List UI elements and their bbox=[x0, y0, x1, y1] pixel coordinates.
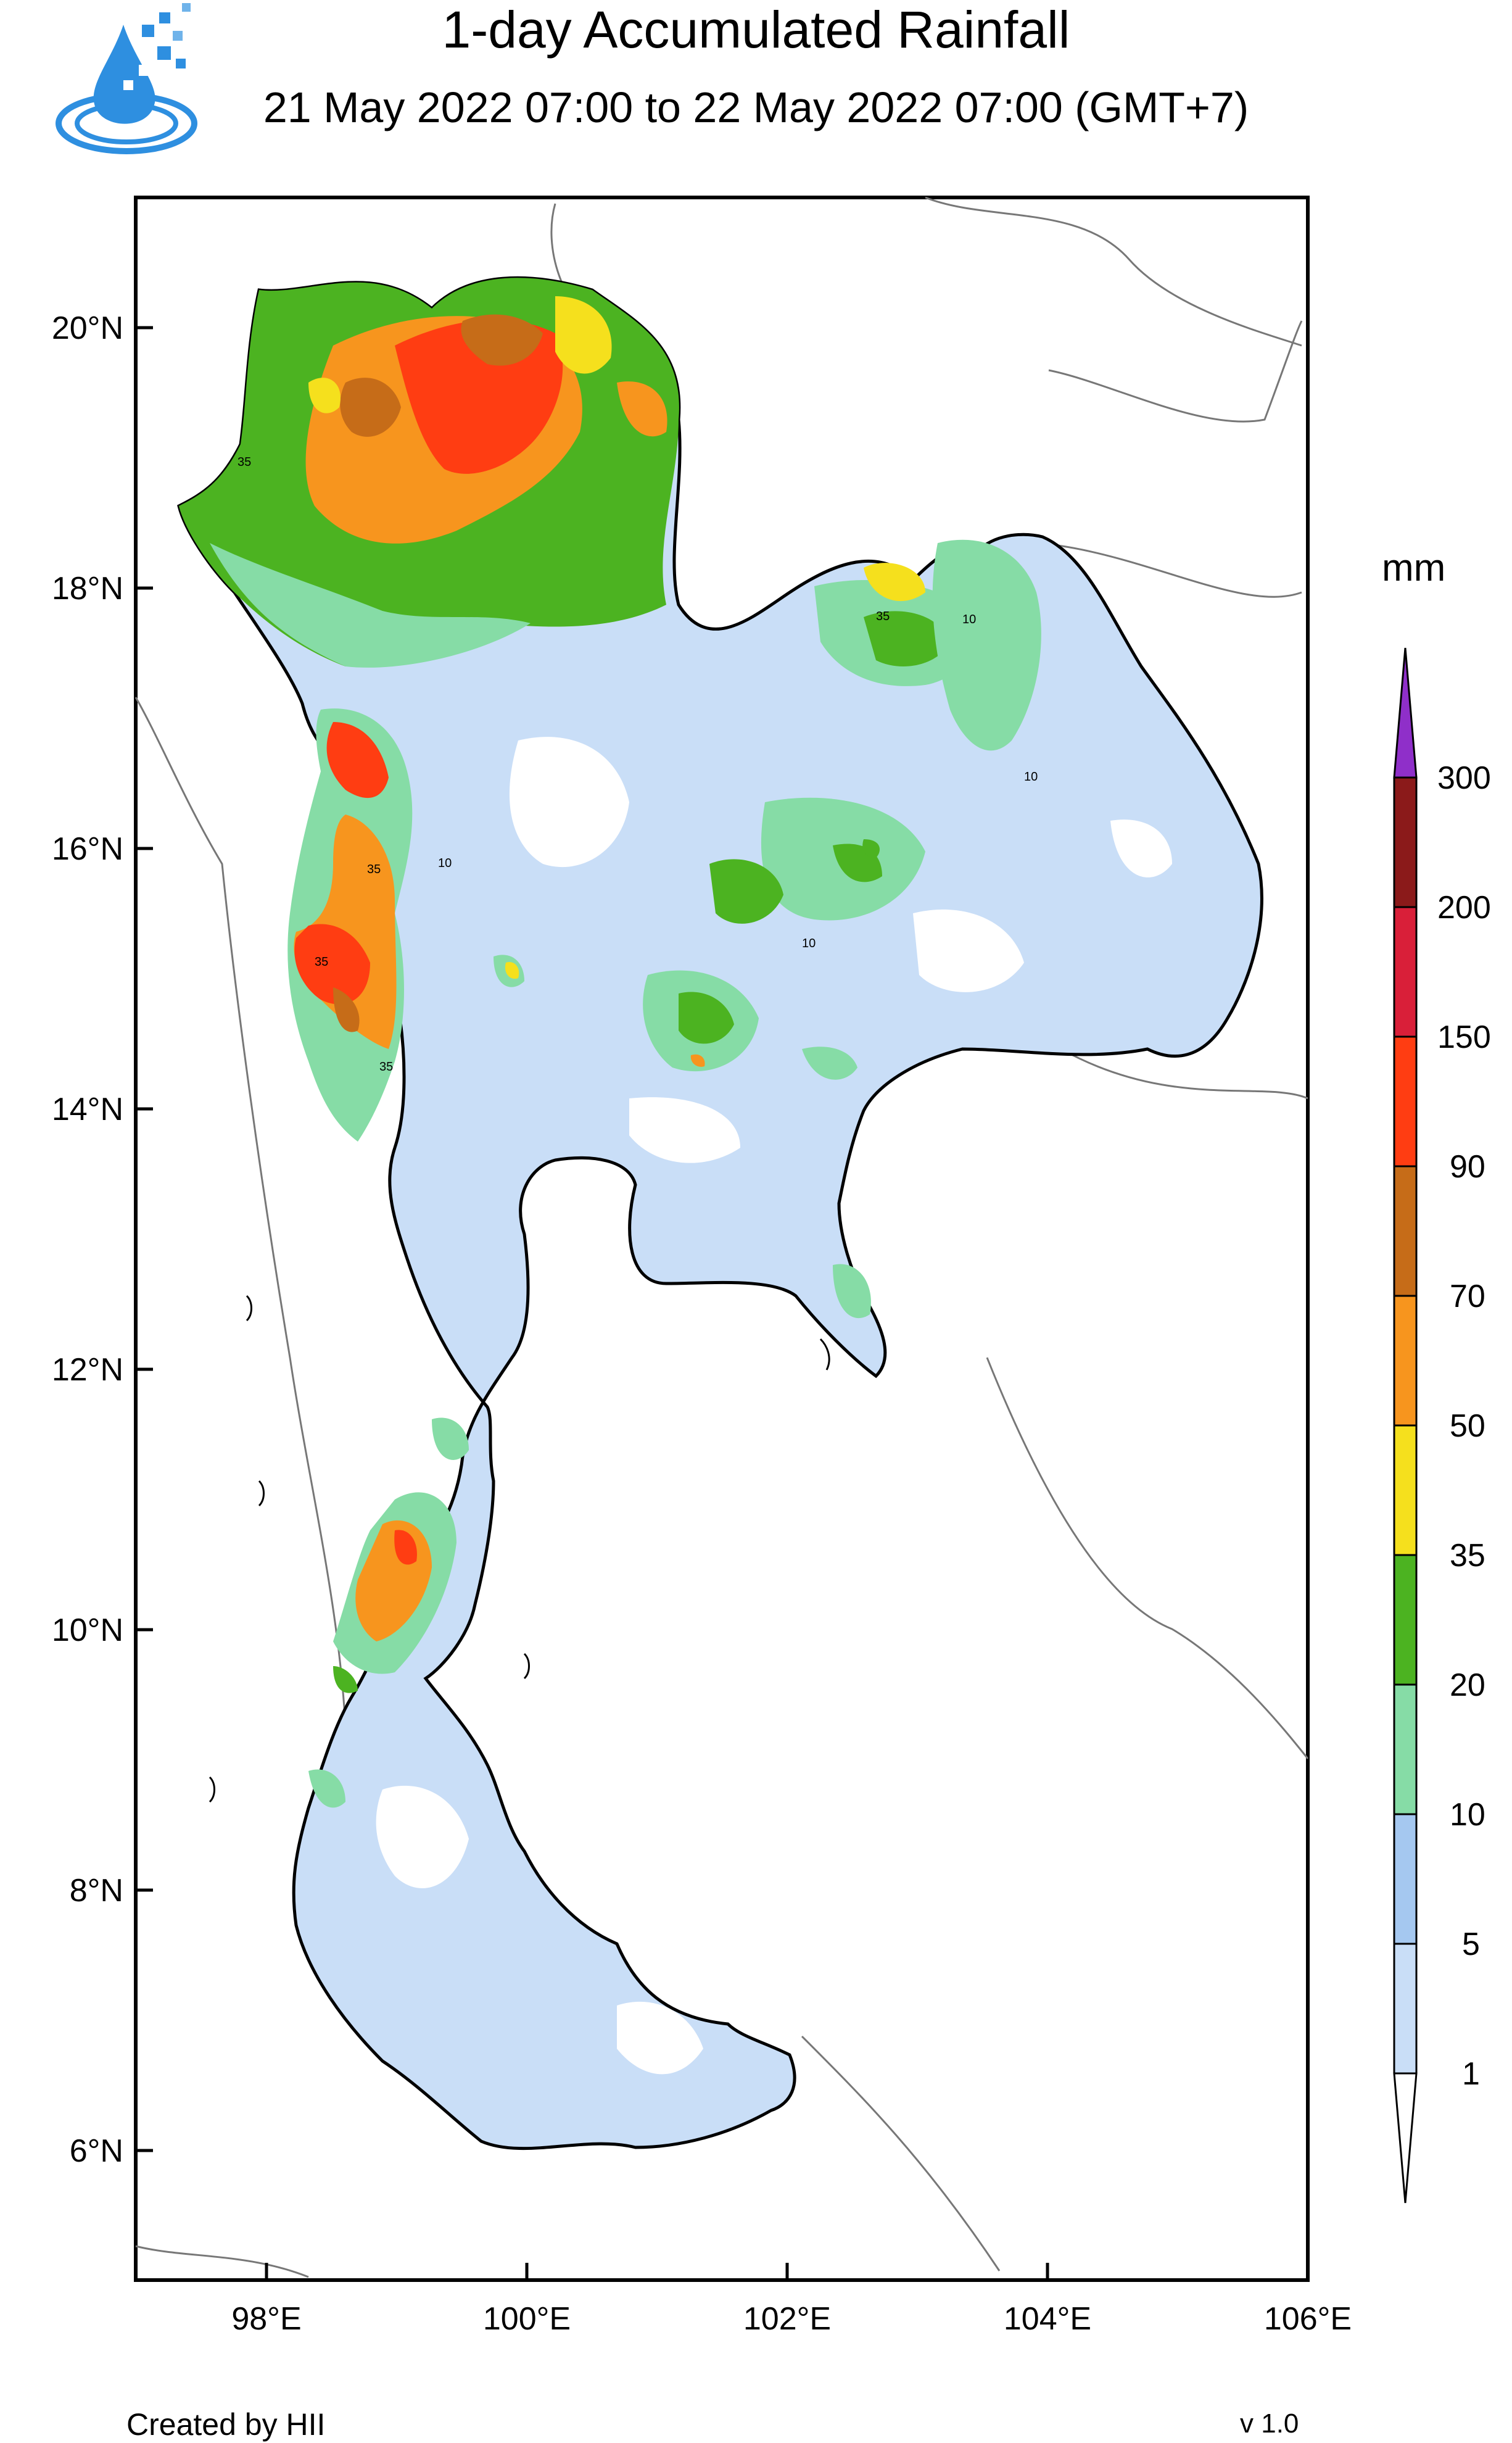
colorbar-swatch-20 bbox=[1393, 1683, 1418, 1815]
rainfall-north bbox=[179, 278, 679, 668]
islands bbox=[209, 1295, 830, 1803]
rainfall-south bbox=[308, 1417, 469, 1808]
contour-label: 35 bbox=[876, 610, 890, 623]
water-drop-logo-icon bbox=[56, 3, 197, 154]
lon-tick-label: 104°E bbox=[1004, 2301, 1091, 2337]
colorbar-label: 50 bbox=[1450, 1408, 1485, 1444]
contour-label: 35 bbox=[315, 955, 328, 969]
map-subtitle: 21 May 2022 07:00 to 22 May 2022 07:00 (… bbox=[263, 83, 1249, 131]
no-rain-areas bbox=[376, 737, 1172, 2075]
colorbar-swatch-35 bbox=[1393, 1554, 1418, 1686]
contour-label: 10 bbox=[802, 937, 816, 950]
colorbar-swatch-50 bbox=[1393, 1424, 1418, 1556]
lon-tick-label: 106°E bbox=[1264, 2301, 1352, 2337]
contour-label: 35 bbox=[238, 455, 251, 469]
colorbar-swatch-300 bbox=[1393, 776, 1418, 908]
colorbar-swatch-70 bbox=[1393, 1295, 1418, 1427]
colorbar-unit: mm bbox=[1382, 547, 1446, 589]
colorbar-swatch-5 bbox=[1393, 1943, 1418, 2075]
colorbar-swatch-90 bbox=[1393, 1165, 1418, 1297]
lat-tick-label: 6°N bbox=[70, 2133, 123, 2169]
colorbar-label: 90 bbox=[1450, 1149, 1485, 1185]
colorbar-label: 200 bbox=[1437, 890, 1491, 926]
colorbar-swatch-10 bbox=[1393, 1813, 1418, 1945]
contour-label: 35 bbox=[379, 1060, 393, 1074]
lon-tick-label: 100°E bbox=[483, 2301, 571, 2337]
lat-axis bbox=[136, 326, 153, 2152]
lon-tick-label: 102°E bbox=[743, 2301, 831, 2337]
colorbar-swatch-200 bbox=[1393, 906, 1418, 1038]
colorbar-top-arrow bbox=[1393, 647, 1418, 779]
lon-tick-label: 98°E bbox=[231, 2301, 301, 2337]
lat-tick-label: 8°N bbox=[70, 1873, 123, 1909]
colorbar-label: 300 bbox=[1437, 760, 1491, 796]
lat-tick-label: 16°N bbox=[52, 831, 123, 867]
lat-tick-label: 18°N bbox=[52, 571, 123, 607]
contour-label: 10 bbox=[962, 613, 976, 626]
lat-tick-label: 14°N bbox=[52, 1092, 123, 1127]
colorbar-bottom-arrow bbox=[1393, 2072, 1418, 2204]
colorbar-label: 150 bbox=[1437, 1019, 1491, 1055]
colorbar-labels: 300 200 150 90 70 50 35 20 10 5 1 bbox=[1437, 760, 1491, 2092]
colorbar-label: 35 bbox=[1450, 1538, 1485, 1574]
colorbar bbox=[1393, 647, 1418, 2204]
rainfall-west bbox=[287, 708, 413, 1142]
lat-tick-label: 20°N bbox=[52, 310, 123, 346]
contour-label: 35 bbox=[367, 863, 381, 876]
lon-axis bbox=[265, 2263, 1310, 2280]
colorbar-label: 5 bbox=[1462, 1927, 1480, 1962]
contour-label: 10 bbox=[1024, 770, 1038, 784]
map-title: 1-day Accumulated Rainfall bbox=[442, 1, 1070, 59]
lat-tick-label: 12°N bbox=[52, 1352, 123, 1388]
version-text: v 1.0 bbox=[1240, 2408, 1299, 2439]
contour-label: 10 bbox=[438, 857, 452, 870]
credit-text: Created by HII bbox=[126, 2407, 326, 2442]
colorbar-label: 70 bbox=[1450, 1279, 1485, 1314]
colorbar-swatch-150 bbox=[1393, 1035, 1418, 1168]
colorbar-label: 10 bbox=[1450, 1797, 1485, 1833]
rainfall-patches bbox=[494, 539, 1041, 1319]
contour-labels: 35 10 35 10 35 10 35 10 35 bbox=[238, 455, 1038, 1074]
colorbar-label: 20 bbox=[1450, 1667, 1485, 1703]
colorbar-label: 1 bbox=[1462, 2056, 1480, 2092]
lat-tick-label: 10°N bbox=[52, 1612, 123, 1648]
